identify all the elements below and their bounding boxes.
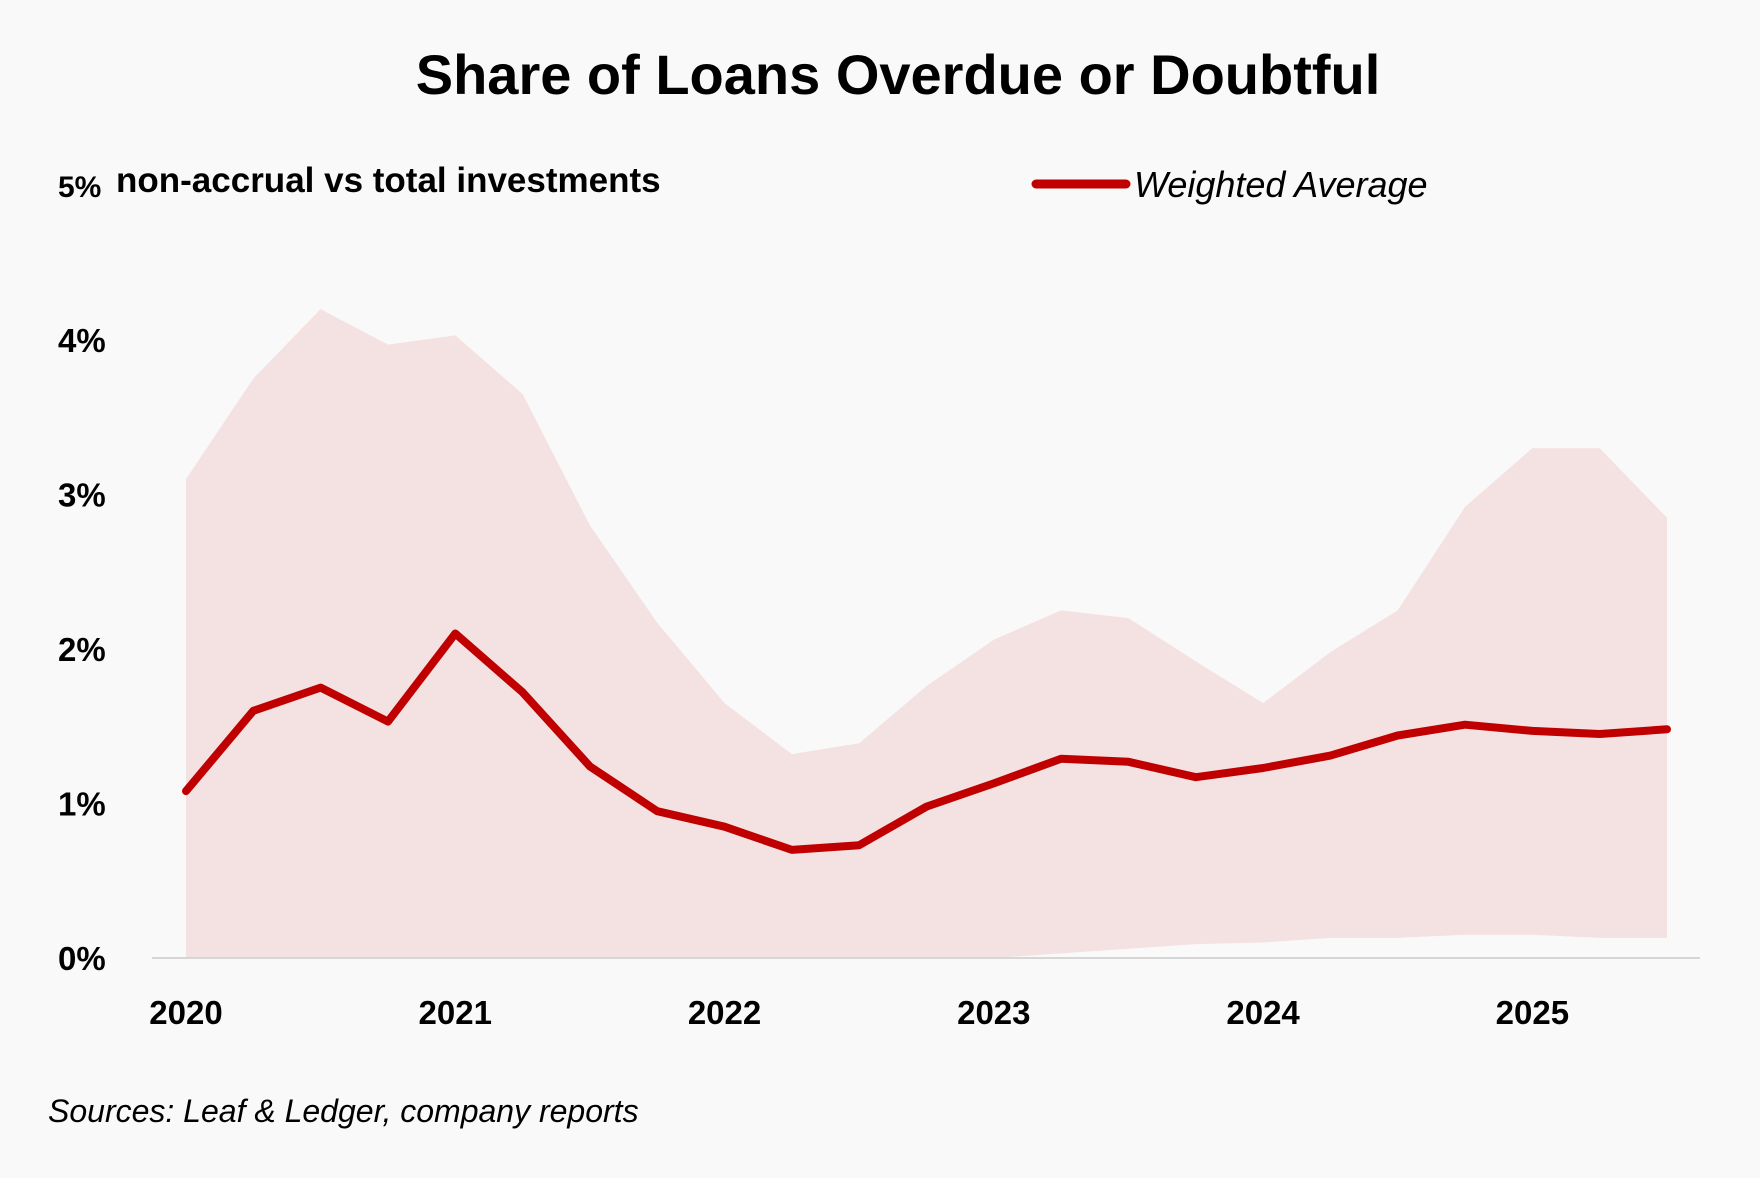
x-axis-ticks: 2020 2021 2022 2023 2024 2025 [149,994,1569,1031]
y-axis-label: non-accrual vs total investments [116,161,661,200]
chart-title: Share of Loans Overdue or Doubtful [416,43,1381,106]
y-tick-label: 5% [58,171,101,204]
weighted-average-line [182,629,1671,854]
y-axis-ticks: 0% 1% 2% 3% 4% 5% [58,171,106,977]
y-tick-label: 0% [58,940,106,977]
y-tick-label: 4% [58,322,106,359]
range-band-area [186,309,1667,959]
range-band-layer [186,309,1667,959]
y-tick-label: 3% [58,477,106,514]
x-tick-label: 2022 [688,994,761,1031]
x-tick-label: 2024 [1226,994,1300,1031]
x-tick-label: 2023 [957,994,1030,1031]
legend: Weighted Average [1031,164,1428,205]
series-line-layer [182,629,1671,854]
source-note: Sources: Leaf & Ledger, company reports [48,1093,639,1129]
x-tick-label: 2021 [419,994,492,1031]
x-tick-label: 2025 [1496,994,1569,1031]
y-tick-label: 2% [58,631,106,668]
y-tick-label: 1% [58,786,106,823]
x-tick-label: 2020 [149,994,222,1031]
legend-label-weighted-average: Weighted Average [1134,164,1428,205]
